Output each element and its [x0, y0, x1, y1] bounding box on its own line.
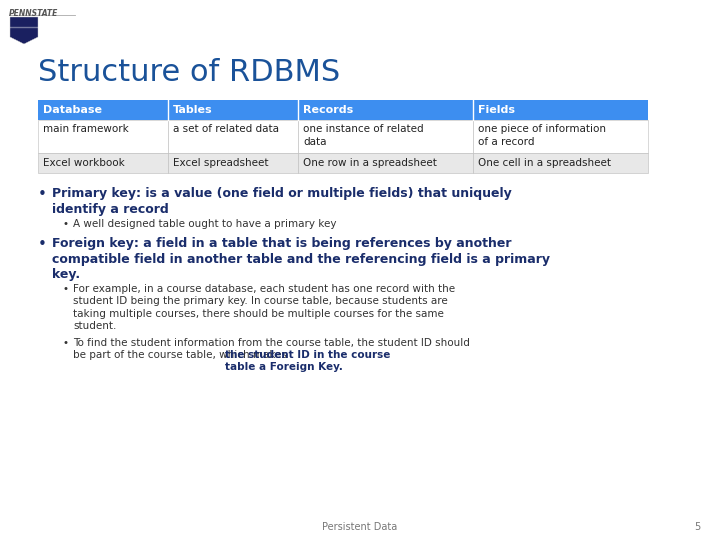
Text: one piece of information
of a record: one piece of information of a record — [478, 124, 606, 147]
Text: Structure of RDBMS: Structure of RDBMS — [38, 58, 341, 87]
Text: •: • — [38, 187, 47, 202]
Text: To find the student information from the course table, the student ID should: To find the student information from the… — [73, 338, 470, 348]
Bar — [168, 120, 298, 153]
Text: be part of the course table, which makes: be part of the course table, which makes — [73, 350, 290, 360]
Text: one instance of related
data: one instance of related data — [303, 124, 423, 147]
Text: •: • — [62, 284, 68, 294]
Text: One cell in a spreadsheet: One cell in a spreadsheet — [478, 158, 611, 168]
Bar — [38, 100, 168, 120]
Bar — [298, 153, 473, 173]
Text: Foreign key: a field in a table that is being references by another
compatible f: Foreign key: a field in a table that is … — [52, 237, 550, 281]
Text: •: • — [38, 237, 47, 252]
Text: •: • — [62, 338, 68, 348]
Text: Tables: Tables — [173, 105, 212, 115]
Bar — [168, 100, 298, 120]
Text: Primary key: is a value (one field or multiple fields) that uniquely
identify a : Primary key: is a value (one field or mu… — [52, 187, 512, 215]
Text: main framework: main framework — [43, 124, 129, 134]
Polygon shape — [10, 17, 38, 44]
Text: •: • — [62, 219, 68, 229]
Text: Records: Records — [303, 105, 354, 115]
Text: PENNSTATE: PENNSTATE — [9, 9, 58, 18]
Bar — [298, 120, 473, 153]
Text: One row in a spreadsheet: One row in a spreadsheet — [303, 158, 437, 168]
Text: Fields: Fields — [478, 105, 515, 115]
Bar — [473, 153, 648, 173]
Bar — [38, 120, 168, 153]
Text: a set of related data: a set of related data — [173, 124, 279, 134]
Text: A well designed table ought to have a primary key: A well designed table ought to have a pr… — [73, 219, 336, 229]
Text: For example, in a course database, each student has one record with the
student : For example, in a course database, each … — [73, 284, 455, 331]
Bar — [298, 100, 473, 120]
Text: Database: Database — [43, 105, 102, 115]
Bar — [38, 153, 168, 173]
Bar — [473, 120, 648, 153]
Text: Persistent Data: Persistent Data — [323, 522, 397, 532]
Text: 5: 5 — [694, 522, 700, 532]
Text: Excel workbook: Excel workbook — [43, 158, 125, 168]
Bar — [473, 100, 648, 120]
Bar — [168, 153, 298, 173]
Text: the student ID in the course
table a Foreign Key.: the student ID in the course table a For… — [225, 350, 390, 373]
Text: Excel spreadsheet: Excel spreadsheet — [173, 158, 269, 168]
